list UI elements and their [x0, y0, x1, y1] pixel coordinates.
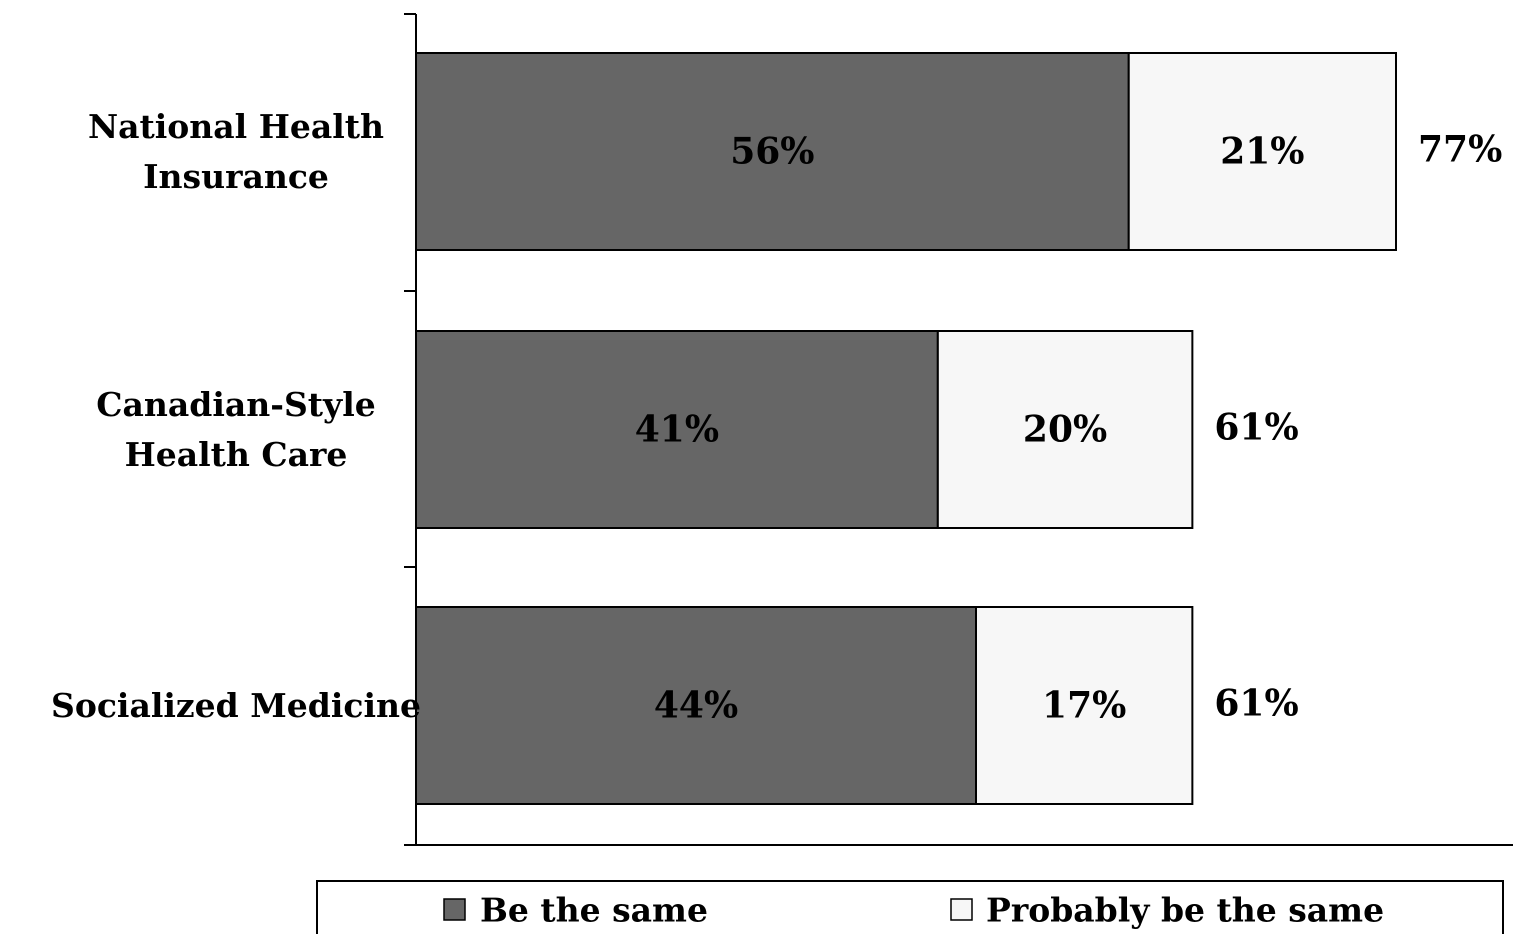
total-label: 61%	[1214, 683, 1298, 725]
bar-be-the-same	[415, 330, 939, 529]
data-label: 41%	[635, 409, 719, 451]
legend-swatch-probably-be-the-same	[950, 898, 973, 921]
bar-be-the-same	[415, 52, 1130, 251]
data-label: 44%	[654, 685, 738, 727]
legend-label: Probably be the same	[986, 891, 1384, 930]
category-label: National Health	[88, 107, 384, 146]
category-label: Socialized Medicine	[51, 686, 421, 725]
data-label: 20%	[1023, 409, 1107, 451]
bars: 56% 21% 77% 41% 20% 61% 44% 17% 61%	[415, 52, 1502, 805]
legend: Be the same Probably be the same	[316, 880, 1504, 934]
category-label: Insurance	[143, 157, 329, 196]
data-label: 21%	[1220, 131, 1304, 173]
category-labels: National Health Insurance Canadian-Style He…	[51, 107, 421, 725]
category-label: Health Care	[125, 435, 348, 474]
bar-be-the-same	[415, 606, 977, 805]
legend-label: Be the same	[480, 891, 708, 930]
data-label: 17%	[1042, 685, 1126, 727]
bar-probably-be-the-same	[1127, 52, 1398, 251]
total-label: 61%	[1214, 407, 1298, 449]
bar-probably-be-the-same	[936, 330, 1194, 529]
legend-box	[316, 880, 1504, 934]
bar-probably-be-the-same	[975, 606, 1194, 805]
legend-swatch-be-the-same	[443, 898, 466, 921]
category-label: Canadian-Style	[96, 385, 376, 424]
total-label: 77%	[1418, 129, 1502, 171]
data-label: 56%	[730, 131, 814, 173]
